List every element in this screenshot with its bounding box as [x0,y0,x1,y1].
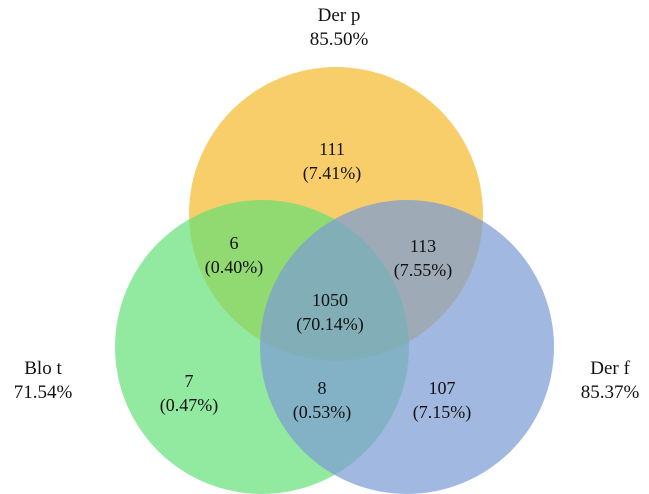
set-percent-der-p: 85.50% [309,29,369,50]
region-percent: (0.40%) [204,257,264,277]
region-count: 1050 [311,290,348,310]
set-label-der-f: Der f 85.37% [568,357,649,405]
circle-der-f [260,200,554,494]
region-count: 8 [317,378,327,398]
set-percent-blo-t: 71.54% [13,382,73,403]
region-percent: (7.41%) [302,163,362,183]
set-label-der-p: Der p 85.50% [274,4,404,52]
region-der-f-only: 107 (7.15%) [413,376,471,424]
region-count: 111 [319,139,345,159]
region-count: 6 [229,233,239,253]
region-count: 7 [184,371,194,391]
region-percent: (7.55%) [393,260,453,280]
region-percent: (70.14%) [296,314,364,334]
set-percent-der-f: 85.37% [580,382,640,403]
region-der-p-blo-t: 6 (0.40%) [205,231,263,279]
region-percent: (7.15%) [412,402,472,422]
region-count: 107 [428,378,456,398]
region-percent: (0.47%) [159,395,219,415]
set-name-blo-t: Blo t [24,358,62,379]
region-der-p-der-f: 113 (7.55%) [394,234,452,282]
region-all-three: 1050 (70.14%) [296,288,363,336]
set-name-der-p: Der p [317,5,361,26]
region-count: 113 [409,236,437,256]
region-blo-t-der-f: 8 (0.53%) [293,376,351,424]
region-der-p-only: 111 (7.41%) [303,137,361,185]
region-blo-t-only: 7 (0.47%) [160,369,218,417]
set-label-blo-t: Blo t 71.54% [0,357,86,405]
region-percent: (0.53%) [292,402,352,422]
set-name-der-f: Der f [590,358,630,379]
